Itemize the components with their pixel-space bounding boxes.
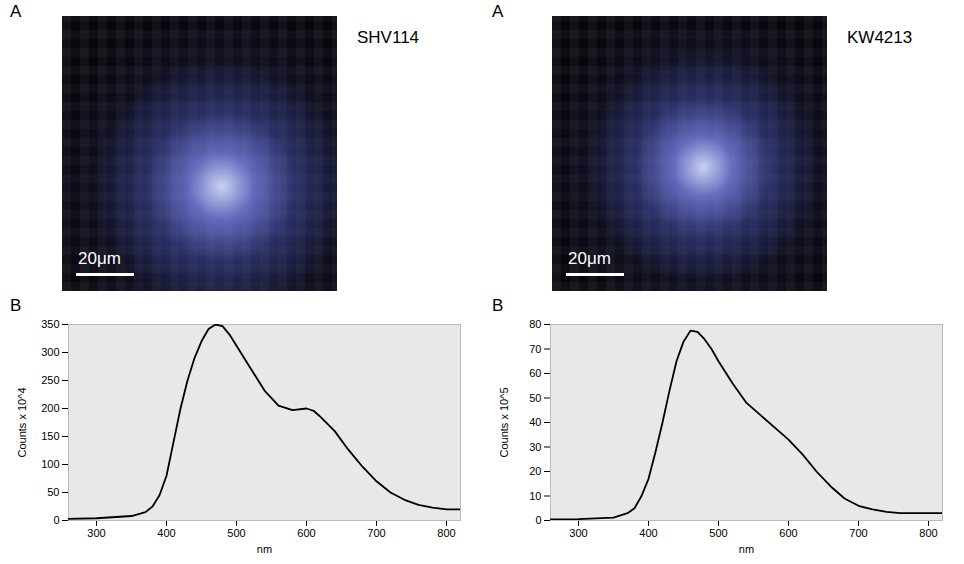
svg-text:300: 300 [569, 527, 587, 539]
svg-text:250: 250 [41, 374, 59, 386]
svg-text:20: 20 [529, 465, 541, 477]
svg-text:40: 40 [529, 416, 541, 428]
html-text:KW4213: KW4213 [847, 28, 913, 47]
svg-text:30: 30 [529, 441, 541, 453]
svg-text:500: 500 [227, 527, 245, 539]
html-text:20μm: 20μm [78, 249, 121, 268]
svg-text:Counts x 10^4: Counts x 10^4 [16, 388, 28, 458]
svg-text:70: 70 [529, 343, 541, 355]
svg-text:400: 400 [639, 527, 657, 539]
html-text:B: B [492, 296, 504, 315]
svg-text:10: 10 [529, 490, 541, 502]
svg-text:50: 50 [47, 486, 59, 498]
svg-text:700: 700 [849, 527, 867, 539]
svg-text:50: 50 [529, 392, 541, 404]
svg-text:60: 60 [529, 367, 541, 379]
svg-text:150: 150 [41, 430, 59, 442]
svg-text:400: 400 [157, 527, 175, 539]
svg-text:800: 800 [919, 527, 937, 539]
svg-text:200: 200 [41, 402, 59, 414]
html-text:A: A [10, 2, 22, 21]
svg-text:350: 350 [41, 318, 59, 330]
svg-text:300: 300 [87, 527, 105, 539]
svg-text:600: 600 [779, 527, 797, 539]
svg-text:800: 800 [437, 527, 455, 539]
html-text:A: A [492, 2, 504, 21]
html-text:20μm: 20μm [568, 249, 611, 268]
svg-text:80: 80 [529, 318, 541, 330]
svg-text:300: 300 [41, 346, 59, 358]
svg-text:0: 0 [535, 514, 541, 526]
svg-text:Counts x 10^5: Counts x 10^5 [498, 388, 510, 458]
svg-text:nm: nm [257, 543, 272, 555]
svg-text:nm: nm [739, 543, 754, 555]
svg-text:500: 500 [709, 527, 727, 539]
svg-text:100: 100 [41, 458, 59, 470]
html-text:SHV114: SHV114 [357, 28, 420, 47]
svg-text:600: 600 [297, 527, 315, 539]
html-text:B: B [10, 296, 22, 315]
svg-text:700: 700 [367, 527, 385, 539]
svg-text:0: 0 [53, 514, 59, 526]
